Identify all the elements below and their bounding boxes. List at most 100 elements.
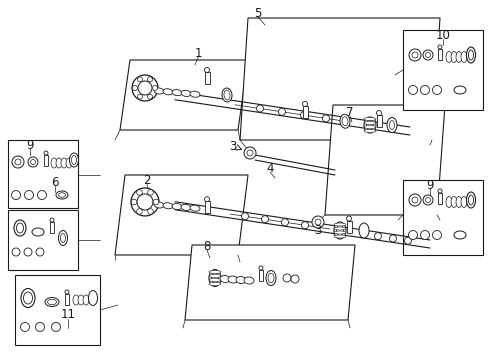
Circle shape bbox=[301, 222, 309, 229]
Polygon shape bbox=[403, 30, 483, 110]
Circle shape bbox=[281, 219, 289, 226]
Ellipse shape bbox=[172, 90, 182, 96]
Ellipse shape bbox=[212, 273, 219, 284]
Ellipse shape bbox=[468, 195, 473, 205]
Ellipse shape bbox=[461, 51, 467, 63]
Ellipse shape bbox=[209, 283, 221, 285]
Bar bbox=[303, 106, 308, 118]
Ellipse shape bbox=[209, 270, 221, 274]
Ellipse shape bbox=[181, 204, 191, 210]
Ellipse shape bbox=[48, 299, 56, 305]
Ellipse shape bbox=[244, 277, 254, 284]
Circle shape bbox=[420, 86, 430, 95]
Circle shape bbox=[24, 248, 32, 256]
Ellipse shape bbox=[73, 295, 79, 305]
Ellipse shape bbox=[32, 228, 44, 236]
Ellipse shape bbox=[154, 202, 164, 208]
Circle shape bbox=[409, 49, 421, 61]
Circle shape bbox=[376, 111, 382, 116]
Ellipse shape bbox=[163, 203, 173, 209]
Bar bbox=[65, 294, 69, 305]
Ellipse shape bbox=[45, 297, 59, 306]
Ellipse shape bbox=[364, 117, 376, 133]
Circle shape bbox=[315, 219, 321, 225]
Ellipse shape bbox=[17, 223, 24, 233]
Bar bbox=[377, 115, 382, 127]
Circle shape bbox=[300, 112, 308, 118]
Ellipse shape bbox=[58, 193, 66, 197]
Circle shape bbox=[412, 197, 418, 203]
Ellipse shape bbox=[190, 205, 200, 211]
Circle shape bbox=[423, 50, 433, 60]
Bar bbox=[50, 222, 54, 233]
Circle shape bbox=[438, 45, 442, 49]
Circle shape bbox=[35, 323, 45, 332]
Circle shape bbox=[256, 105, 264, 112]
Circle shape bbox=[137, 209, 142, 214]
Circle shape bbox=[131, 188, 159, 216]
Circle shape bbox=[409, 230, 417, 239]
Circle shape bbox=[147, 190, 153, 195]
Ellipse shape bbox=[172, 203, 182, 210]
Circle shape bbox=[433, 230, 441, 239]
Circle shape bbox=[247, 150, 253, 156]
Circle shape bbox=[138, 77, 143, 82]
Circle shape bbox=[152, 86, 157, 90]
Ellipse shape bbox=[56, 158, 62, 168]
Circle shape bbox=[147, 209, 153, 214]
Ellipse shape bbox=[61, 158, 67, 168]
Ellipse shape bbox=[266, 270, 276, 285]
Ellipse shape bbox=[268, 273, 274, 283]
Circle shape bbox=[291, 275, 299, 283]
Ellipse shape bbox=[83, 295, 89, 305]
Text: 6: 6 bbox=[51, 176, 59, 189]
Ellipse shape bbox=[51, 158, 57, 168]
Text: 10: 10 bbox=[436, 28, 450, 41]
Ellipse shape bbox=[446, 51, 452, 63]
Circle shape bbox=[65, 290, 69, 294]
Ellipse shape bbox=[163, 89, 173, 95]
Circle shape bbox=[15, 159, 21, 165]
Circle shape bbox=[262, 216, 269, 223]
Ellipse shape bbox=[367, 120, 373, 130]
Circle shape bbox=[204, 197, 210, 202]
Circle shape bbox=[204, 68, 210, 72]
Circle shape bbox=[438, 189, 442, 193]
Circle shape bbox=[322, 115, 329, 122]
Circle shape bbox=[390, 235, 396, 242]
Ellipse shape bbox=[456, 197, 462, 207]
Ellipse shape bbox=[181, 90, 191, 96]
Text: 7: 7 bbox=[346, 105, 354, 118]
Circle shape bbox=[30, 159, 35, 165]
Ellipse shape bbox=[390, 121, 394, 130]
Circle shape bbox=[302, 102, 308, 107]
Ellipse shape bbox=[220, 275, 230, 283]
Text: 3: 3 bbox=[314, 224, 322, 237]
Circle shape bbox=[131, 199, 137, 205]
Ellipse shape bbox=[340, 114, 350, 128]
Ellipse shape bbox=[209, 270, 221, 287]
Ellipse shape bbox=[224, 90, 230, 100]
Circle shape bbox=[51, 323, 60, 332]
Polygon shape bbox=[185, 245, 355, 320]
Circle shape bbox=[409, 86, 417, 95]
Text: 2: 2 bbox=[143, 174, 151, 186]
Circle shape bbox=[28, 157, 38, 167]
Text: 1: 1 bbox=[194, 46, 202, 59]
Circle shape bbox=[425, 198, 431, 202]
Circle shape bbox=[412, 52, 418, 58]
Ellipse shape bbox=[387, 117, 397, 132]
Circle shape bbox=[312, 216, 324, 228]
Text: 9: 9 bbox=[426, 179, 434, 192]
Bar bbox=[44, 155, 48, 166]
Ellipse shape bbox=[209, 275, 221, 278]
Polygon shape bbox=[403, 180, 483, 255]
Circle shape bbox=[11, 190, 21, 199]
Ellipse shape bbox=[334, 222, 346, 239]
Ellipse shape bbox=[359, 223, 369, 238]
Text: 5: 5 bbox=[254, 6, 262, 19]
Circle shape bbox=[244, 147, 256, 159]
Ellipse shape bbox=[154, 88, 164, 94]
Circle shape bbox=[38, 190, 47, 199]
Ellipse shape bbox=[364, 122, 376, 125]
